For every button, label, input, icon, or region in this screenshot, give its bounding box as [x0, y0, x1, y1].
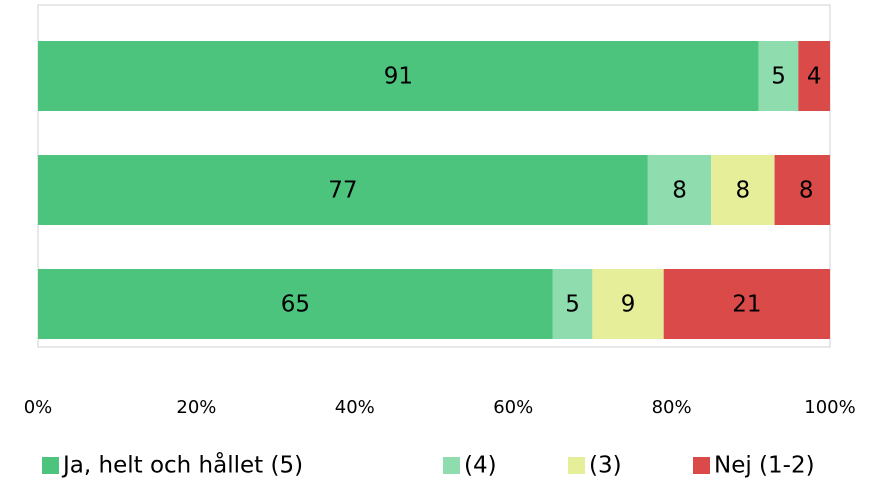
- bar-segment: [647, 155, 712, 225]
- x-tick-label: 20%: [176, 397, 216, 418]
- x-tick-label: 80%: [652, 397, 692, 418]
- bar-segment: [774, 155, 830, 225]
- data-label: 5: [771, 64, 786, 90]
- x-tick-label: 0%: [24, 397, 53, 418]
- x-tick-label: 100%: [804, 397, 855, 418]
- legend-label: Ja, helt och hållet (5): [61, 451, 303, 479]
- bar-segment: [592, 269, 664, 339]
- legend-label: (3): [589, 453, 622, 479]
- data-label: 8: [799, 178, 814, 204]
- data-label: 77: [328, 178, 357, 204]
- bar-segment: [758, 41, 799, 111]
- bar-segment: [798, 41, 830, 111]
- bar-segment: [552, 269, 593, 339]
- x-tick-label: 40%: [335, 397, 375, 418]
- data-label: 65: [281, 292, 310, 318]
- legend-label: (4): [464, 453, 497, 479]
- data-label: 8: [672, 178, 687, 204]
- bar-segment: [38, 269, 553, 339]
- legend-swatch: [42, 457, 59, 474]
- bar-segment: [663, 269, 830, 339]
- legend-swatch: [693, 457, 710, 474]
- x-tick-label: 60%: [493, 397, 533, 418]
- data-label: 21: [732, 292, 761, 318]
- bar-segment: [711, 155, 775, 225]
- bars: [38, 41, 830, 339]
- legend-swatch: [443, 457, 460, 474]
- data-label: 4: [807, 64, 822, 90]
- data-label: 8: [736, 178, 751, 204]
- bar-segment: [38, 155, 648, 225]
- legend-swatch: [568, 457, 585, 474]
- bar-segment: [38, 41, 759, 111]
- data-label: 5: [565, 292, 580, 318]
- data-label: 9: [621, 292, 636, 318]
- legend-label: Nej (1-2): [714, 453, 815, 479]
- data-label: 91: [384, 64, 413, 90]
